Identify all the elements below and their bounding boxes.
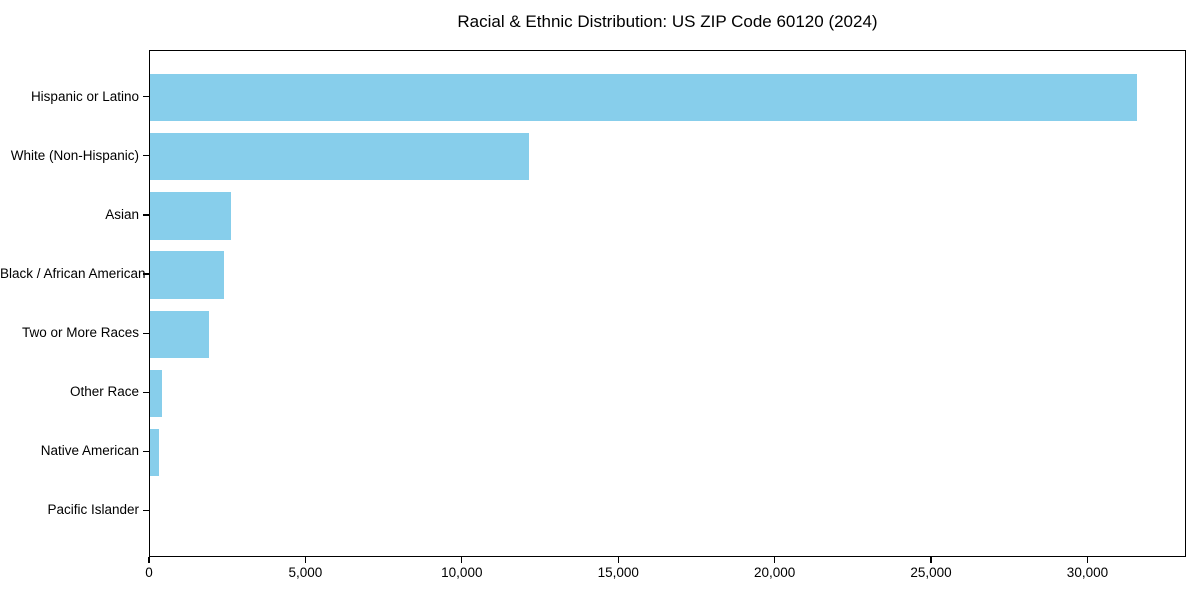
x-tick-label: 15,000 — [597, 565, 639, 580]
x-tick-mark — [461, 557, 463, 563]
bar-asian — [150, 192, 232, 240]
x-tick-mark — [930, 557, 932, 563]
y-tick-label: Native American — [40, 443, 139, 459]
y-tick-mark — [143, 450, 149, 452]
x-tick-label: 25,000 — [910, 565, 952, 580]
bar-two-or-more-races — [150, 310, 209, 358]
y-tick-label: White (Non-Hispanic) — [10, 147, 139, 163]
bar-other-race — [150, 369, 163, 417]
x-tick-mark — [304, 557, 306, 563]
bar-white-non-hispanic — [150, 133, 529, 181]
y-tick-mark — [143, 332, 149, 334]
y-tick-mark — [143, 96, 149, 98]
x-tick-label: 20,000 — [753, 565, 796, 580]
chart-title: Racial & Ethnic Distribution: US ZIP Cod… — [457, 12, 878, 31]
y-tick-mark — [143, 509, 149, 512]
y-tick-label: Pacific Islander — [47, 502, 139, 518]
y-tick-label: Black / African American — [0, 266, 146, 282]
x-tick-mark — [617, 557, 619, 563]
x-tick-label: 0 — [145, 565, 153, 580]
x-tick-label: 30,000 — [1066, 565, 1109, 580]
y-tick-mark — [143, 155, 149, 157]
x-tick-mark — [774, 557, 776, 563]
bar-native-american — [150, 428, 160, 476]
y-tick-mark — [143, 273, 149, 275]
y-tick-label: Other Race — [69, 384, 139, 400]
y-tick-mark — [143, 391, 149, 393]
x-tick-mark — [1086, 557, 1089, 563]
bar-black-african-american — [150, 251, 224, 299]
bar-hispanic-or-latino — [150, 74, 1138, 122]
plot-area — [149, 50, 1186, 557]
y-tick-mark — [143, 214, 149, 216]
y-tick-label: Hispanic or Latino — [30, 88, 139, 104]
y-tick-label: Asian — [105, 206, 139, 222]
x-tick-mark — [148, 557, 150, 563]
x-tick-label: 10,000 — [441, 565, 483, 580]
y-tick-label: Two or More Races — [21, 325, 139, 341]
x-tick-label: 5,000 — [288, 565, 323, 580]
